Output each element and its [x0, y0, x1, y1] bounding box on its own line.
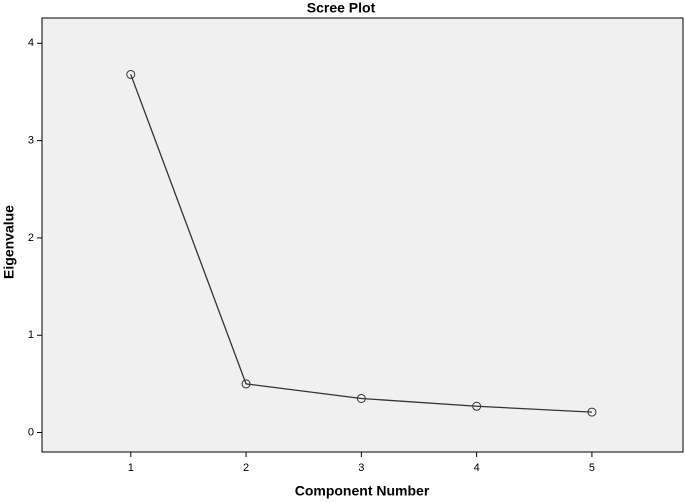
marker — [126, 69, 136, 79]
x-tick-label: 4 — [474, 462, 480, 474]
x-tick-label: 5 — [589, 462, 595, 474]
y-tick-label: 4 — [28, 37, 34, 49]
marker — [472, 401, 482, 411]
marker — [356, 393, 366, 403]
x-tick-label: 2 — [243, 462, 249, 474]
plot-area — [41, 17, 684, 453]
line — [130, 74, 592, 413]
marker — [587, 407, 597, 417]
x-tick-label: 3 — [358, 462, 364, 474]
y-tick-label: 3 — [28, 135, 34, 147]
y-tick-label: 2 — [28, 232, 34, 244]
x-axis-label: Component Number — [295, 483, 430, 499]
x-tick-label: 1 — [128, 462, 134, 474]
chart-title: Scree Plot — [307, 0, 376, 16]
marker — [241, 379, 251, 389]
y-tick-label: 1 — [28, 329, 34, 341]
y-tick-label: 0 — [28, 426, 34, 438]
y-axis-label: Eigenvalue — [1, 205, 17, 279]
